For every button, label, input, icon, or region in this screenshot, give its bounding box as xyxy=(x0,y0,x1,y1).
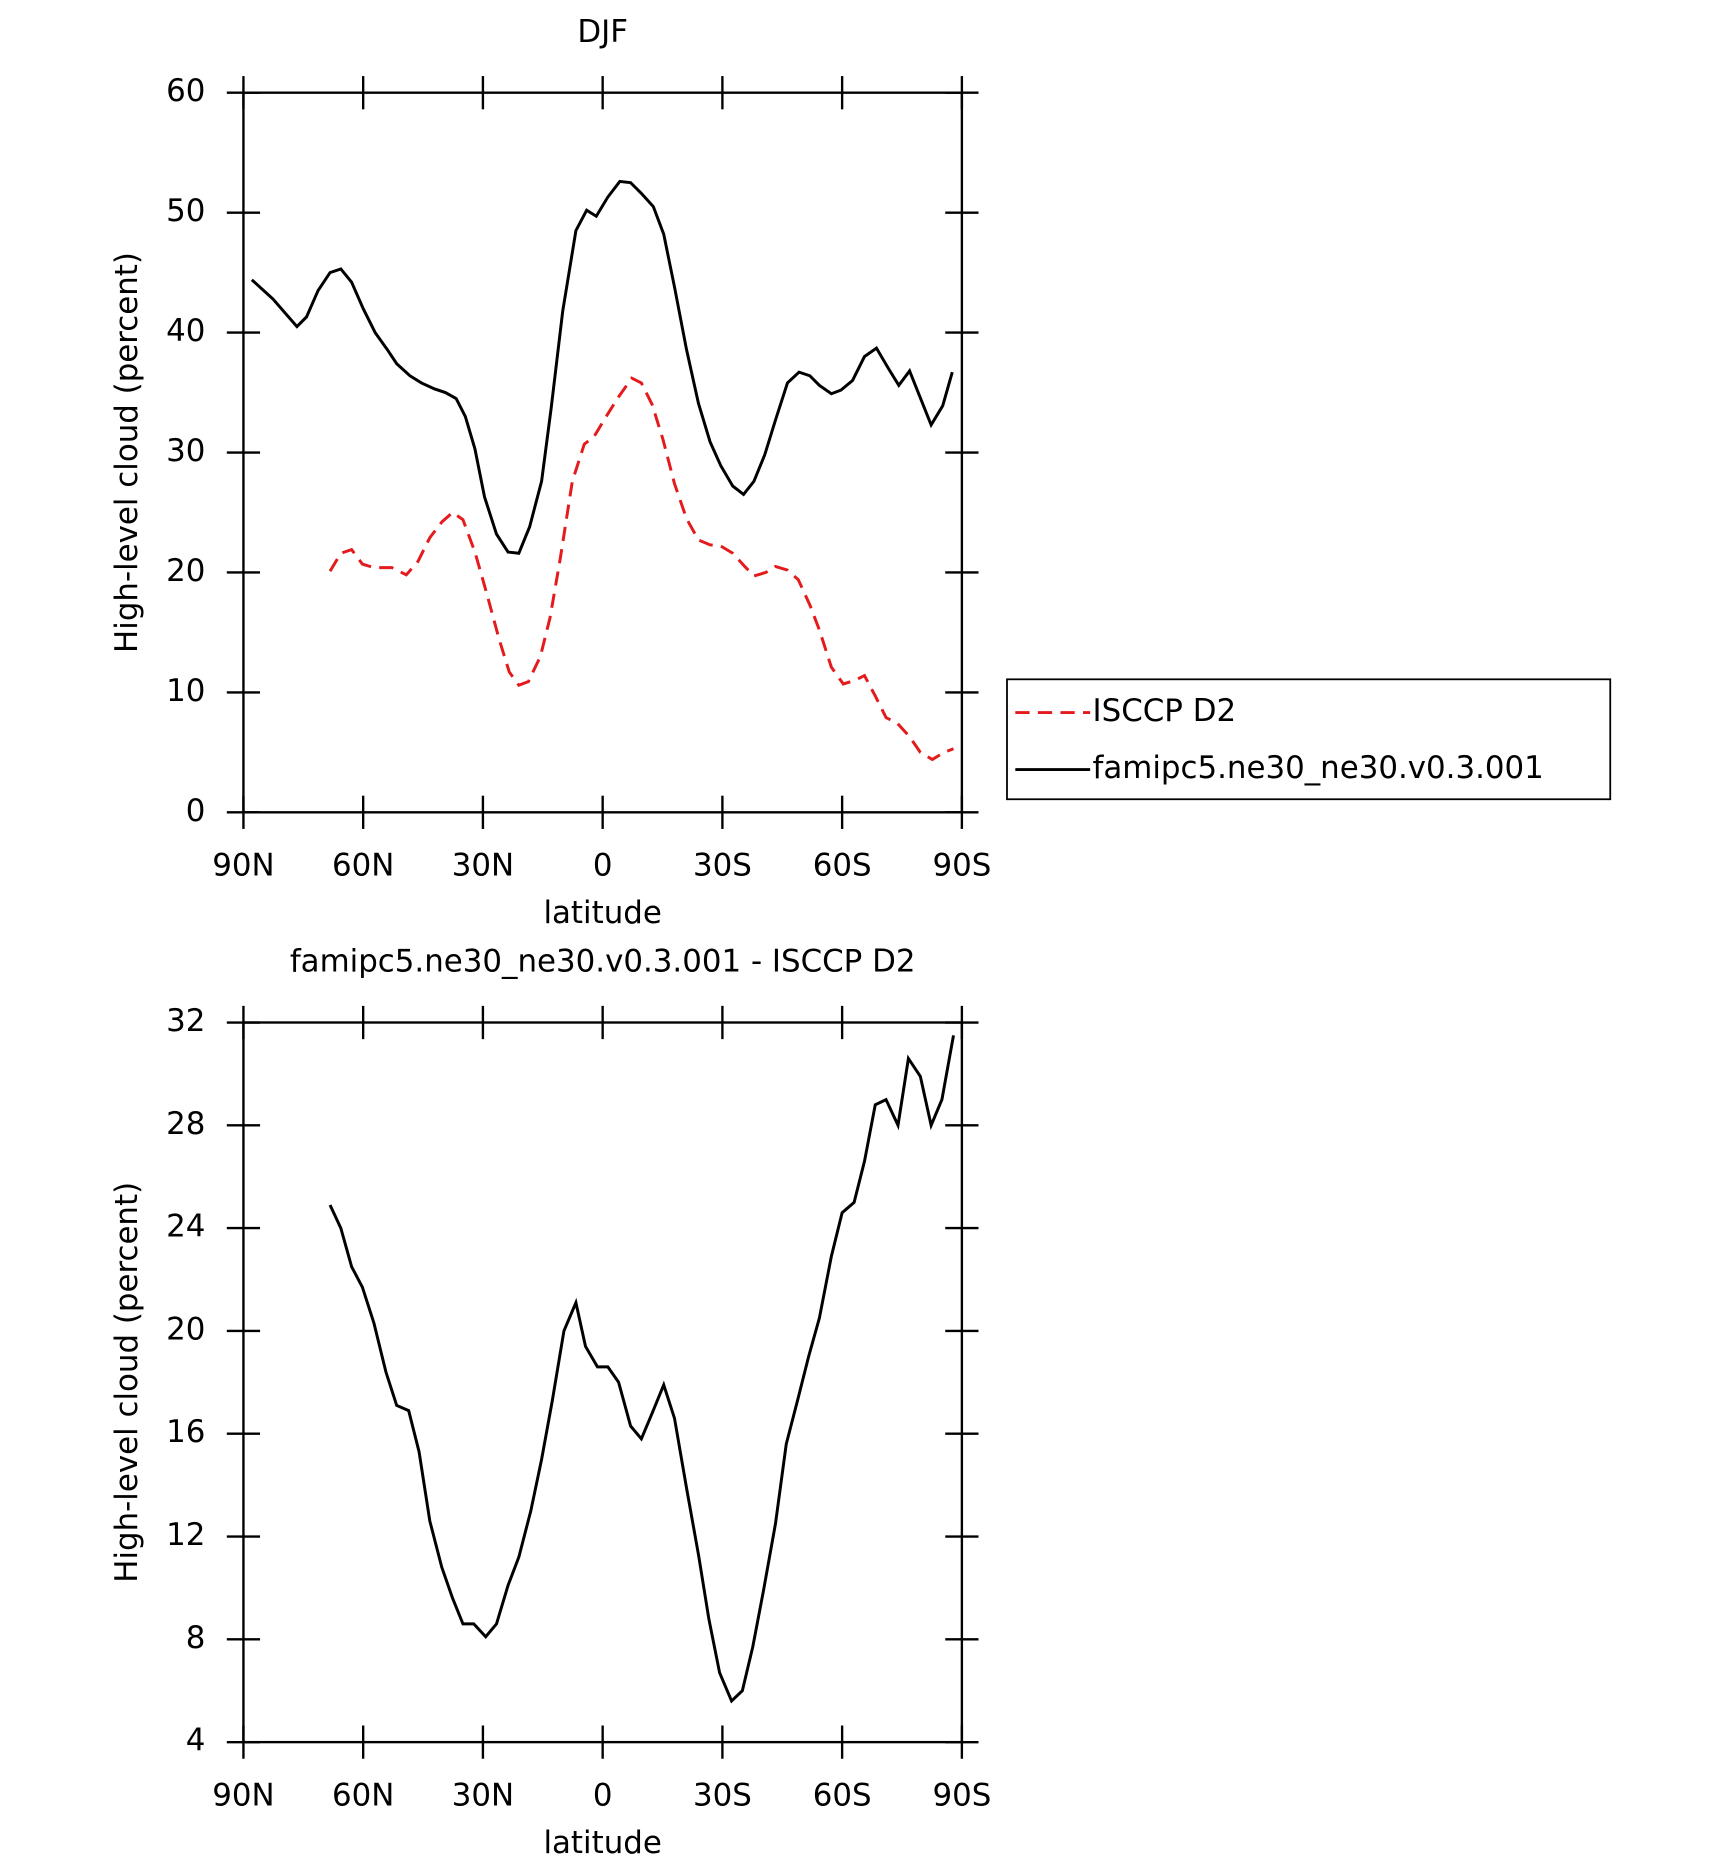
y-tick-label: 40 xyxy=(166,313,205,349)
data-line xyxy=(328,1035,955,1704)
y-tick-label: 16 xyxy=(166,1414,205,1450)
x-axis-label: latitude xyxy=(543,1825,661,1855)
y-tick-label: 32 xyxy=(166,1003,205,1039)
y-tick-label: 4 xyxy=(186,1723,206,1759)
data-line xyxy=(250,179,954,555)
y-tick-label: 12 xyxy=(166,1517,205,1553)
data-line xyxy=(328,376,955,762)
y-tick-label: 50 xyxy=(166,193,205,229)
y-tick-label: 20 xyxy=(166,553,205,589)
chart-title: famipc5.ne30_ne30.v0.3.001 - ISCCP D2 xyxy=(290,944,916,980)
plot-frame xyxy=(242,91,964,814)
y-tick-label: 8 xyxy=(186,1620,206,1656)
legend-label: ISCCP D2 xyxy=(1093,693,1237,729)
x-tick-label: 30S xyxy=(693,847,752,883)
x-tick-label: 60N xyxy=(332,1777,394,1813)
x-tick-label: 90S xyxy=(932,847,991,883)
x-tick-label: 30S xyxy=(693,1777,752,1813)
legend-box xyxy=(1006,678,1612,801)
x-tick-label: 60N xyxy=(332,847,394,883)
y-tick-label: 20 xyxy=(166,1311,205,1347)
y-axis-label: High-level cloud (percent) xyxy=(109,252,145,653)
x-tick-label: 30N xyxy=(452,1777,514,1813)
y-tick-label: 24 xyxy=(166,1209,205,1245)
y-tick-label: 30 xyxy=(166,433,205,469)
x-tick-label: 90N xyxy=(212,1777,274,1813)
y-tick-label: 0 xyxy=(186,793,206,829)
x-tick-label: 60S xyxy=(813,1777,872,1813)
plot-frame xyxy=(242,1021,964,1744)
y-tick-label: 60 xyxy=(166,73,205,109)
x-axis-label: latitude xyxy=(543,895,661,931)
x-tick-label: 0 xyxy=(593,1777,613,1813)
y-tick-label: 28 xyxy=(166,1106,205,1142)
y-tick-label: 10 xyxy=(166,673,205,709)
chart-title: DJF xyxy=(577,14,628,50)
x-tick-label: 90N xyxy=(212,847,274,883)
y-axis-label: High-level cloud (percent) xyxy=(109,1182,145,1583)
legend-label: famipc5.ne30_ne30.v0.3.001 xyxy=(1093,750,1544,786)
x-tick-label: 60S xyxy=(813,847,872,883)
x-tick-label: 0 xyxy=(593,847,613,883)
x-tick-label: 90S xyxy=(932,1777,991,1813)
x-tick-label: 30N xyxy=(452,847,514,883)
